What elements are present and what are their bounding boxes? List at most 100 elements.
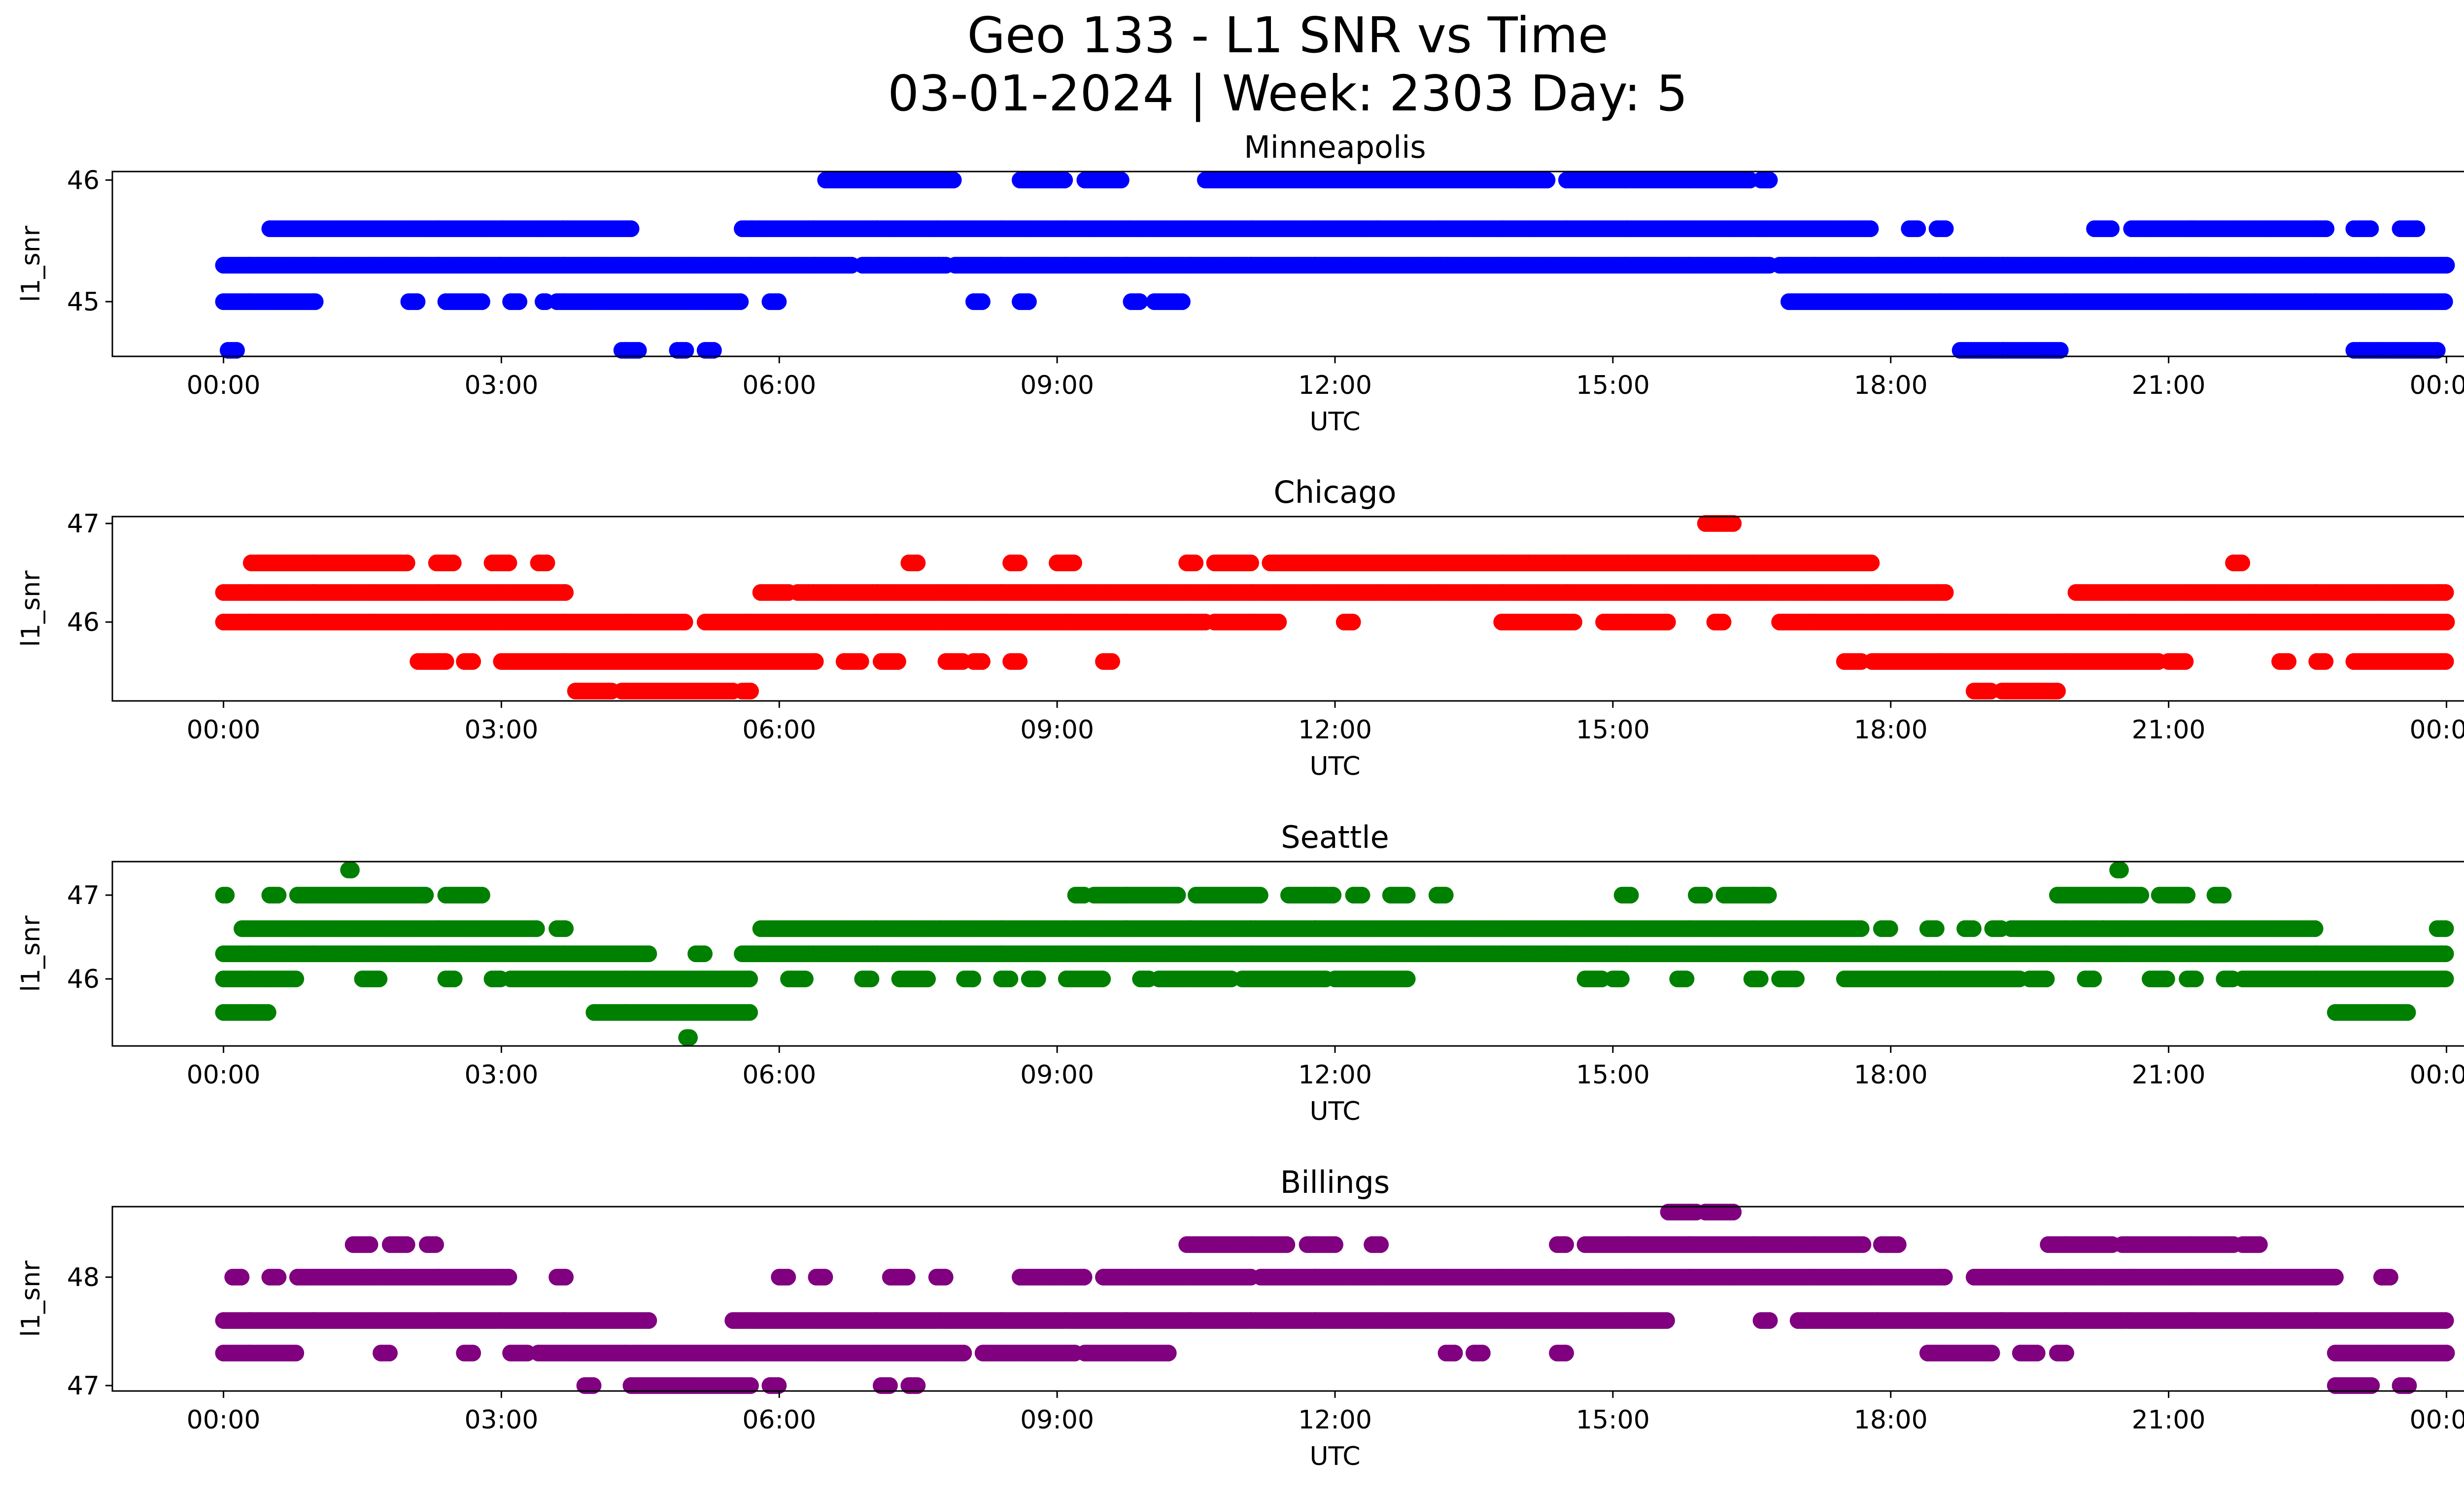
data-point [2280,653,2297,670]
data-point [228,342,245,359]
data-point [1011,653,1028,670]
data-point [1065,555,1082,571]
y-tick-label: 45 [67,287,100,317]
data-point [1344,614,1361,630]
data-point [1909,220,1926,237]
data-point [741,971,758,987]
x-tick-label: 21:00 [2132,715,2206,745]
data-point [437,653,454,670]
data-point [511,293,528,310]
data-point [862,971,880,987]
data-point [2103,220,2120,237]
data-point [1029,971,1046,987]
data-point [2429,342,2446,359]
x-tick-label: 15:00 [1576,371,1650,400]
data-point [732,293,749,310]
data-point [681,1029,698,1046]
x-tick-label: 21:00 [2132,371,2206,400]
subplot-title: Chicago [1273,474,1396,510]
data-point [1103,653,1120,670]
data-point [2233,555,2251,571]
x-tick-label: 09:00 [1020,371,1094,400]
data-point [796,971,814,987]
data-point [2158,971,2175,987]
data-point [1399,971,1416,987]
x-tick-label: 00:00 [2410,371,2464,400]
data-point [630,342,647,359]
data-point [1539,172,1556,189]
x-tick-label: 12:00 [1298,371,1372,400]
data-point [1937,584,1954,601]
data-point [1725,515,1742,532]
data-points [215,862,2454,1046]
data-point [742,683,759,699]
data-point [741,1004,758,1021]
x-tick-label: 00:00 [2410,715,2464,745]
subplot-title: Minneapolis [1244,129,1426,165]
data-point [1565,614,1582,630]
data-point [2399,1004,2416,1021]
data-point [1173,293,1191,310]
data-point [2052,342,2069,359]
data-point [473,293,490,310]
subplot-title: Seattle [1281,819,1389,855]
x-tick-label: 03:00 [464,371,538,400]
data-point [1094,971,1111,987]
data-point [1714,614,1732,630]
data-point [2438,257,2455,274]
data-point [557,584,574,601]
data-point [1862,220,1879,237]
data-point [2038,971,2055,987]
data-point [287,971,305,987]
data-point [919,971,936,987]
data-point [259,1004,276,1021]
data-point [973,653,991,670]
data-point [770,293,787,310]
data-point [2318,220,2335,237]
data-point [1751,971,1769,987]
data-point [973,293,991,310]
data-points [215,515,2455,699]
data-point [2085,971,2102,987]
x-tick-label: 00:00 [187,371,261,400]
data-point [1020,293,1037,310]
data-point [1242,555,1259,571]
data-point [500,555,517,571]
data-point [1056,172,1073,189]
data-point [371,971,388,987]
x-tick-label: 03:00 [464,715,538,745]
data-point [1788,971,1805,987]
data-point [445,555,462,571]
x-tick-label: 09:00 [1020,715,1094,745]
data-point [1863,555,1880,571]
x-axis-label: UTC [1309,407,1360,437]
data-point [677,342,694,359]
data-point [2437,971,2454,987]
data-point [945,172,962,189]
axes-frame [111,516,2464,702]
data-point [1187,555,1204,571]
data-point [2177,653,2194,670]
y-tick-label: 46 [67,608,100,637]
x-tick-label: 00:00 [187,715,261,745]
data-point [807,653,824,670]
data-point [2437,584,2454,601]
data-point [398,555,415,571]
data-point [464,653,481,670]
data-point [2187,971,2204,987]
x-tick-label: 15:00 [1576,715,1650,745]
data-points [215,172,2455,359]
x-tick-label: 12:00 [1298,715,1372,745]
x-axis-label: UTC [1309,752,1360,781]
x-tick-label: 18:00 [1854,715,1928,745]
data-point [1612,971,1630,987]
data-point [852,653,869,670]
figure-title-line1: Geo 133 - L1 SNR vs Time [967,6,1608,64]
x-tick-label: 18:00 [1854,371,1928,400]
data-point [964,971,982,987]
data-point [2049,683,2066,699]
